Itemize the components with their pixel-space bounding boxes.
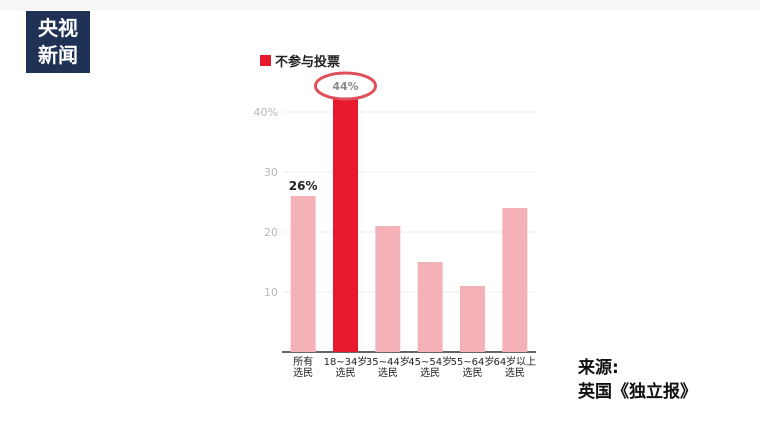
bar <box>333 88 358 352</box>
legend-swatch <box>260 55 271 66</box>
y-tick-label: 10 <box>264 286 278 299</box>
logo-line-2: 新闻 <box>26 42 90 69</box>
data-label: 44% <box>332 80 358 93</box>
y-tick-label: 40% <box>254 106 278 119</box>
source-label: 来源: <box>578 358 619 378</box>
x-tick-label: 所有 <box>293 355 313 368</box>
logo-char-xin: 新 <box>38 43 58 67</box>
chart-legend: 不参与投票 <box>260 51 340 70</box>
x-tick-label: 18~34岁 <box>324 355 368 368</box>
x-tick-label: 64岁以上 <box>493 355 536 368</box>
top-band <box>0 0 760 10</box>
x-tick-label: 选民 <box>378 366 398 379</box>
highlight-circle <box>314 71 377 101</box>
x-tick-label: 55~64岁 <box>451 355 495 368</box>
y-tick-label: 20 <box>264 226 278 239</box>
x-tick-label: 选民 <box>420 366 440 379</box>
bar <box>502 208 528 352</box>
bar <box>417 262 443 352</box>
y-tick-label: 30 <box>264 166 278 179</box>
source-name: 英国《独立报》 <box>578 382 697 402</box>
source-note: 来源: 英国《独立报》 <box>578 356 697 404</box>
x-tick-label: 选民 <box>336 366 356 379</box>
data-label: 26% <box>289 179 318 193</box>
legend-label: 不参与投票 <box>275 55 341 70</box>
cctv-news-logo: 央视 新闻 <box>26 11 90 73</box>
bar <box>460 286 485 352</box>
logo-line-1: 央视 <box>38 16 78 40</box>
x-tick-label: 选民 <box>293 366 313 379</box>
x-tick-label: 选民 <box>463 366 483 379</box>
bar <box>375 226 401 352</box>
x-tick-label: 45~54岁 <box>408 355 452 368</box>
logo-char-wen: 闻 <box>58 43 78 67</box>
bar <box>290 196 316 352</box>
x-tick-label: 选民 <box>505 366 525 379</box>
x-tick-label: 35~44岁 <box>366 355 410 368</box>
